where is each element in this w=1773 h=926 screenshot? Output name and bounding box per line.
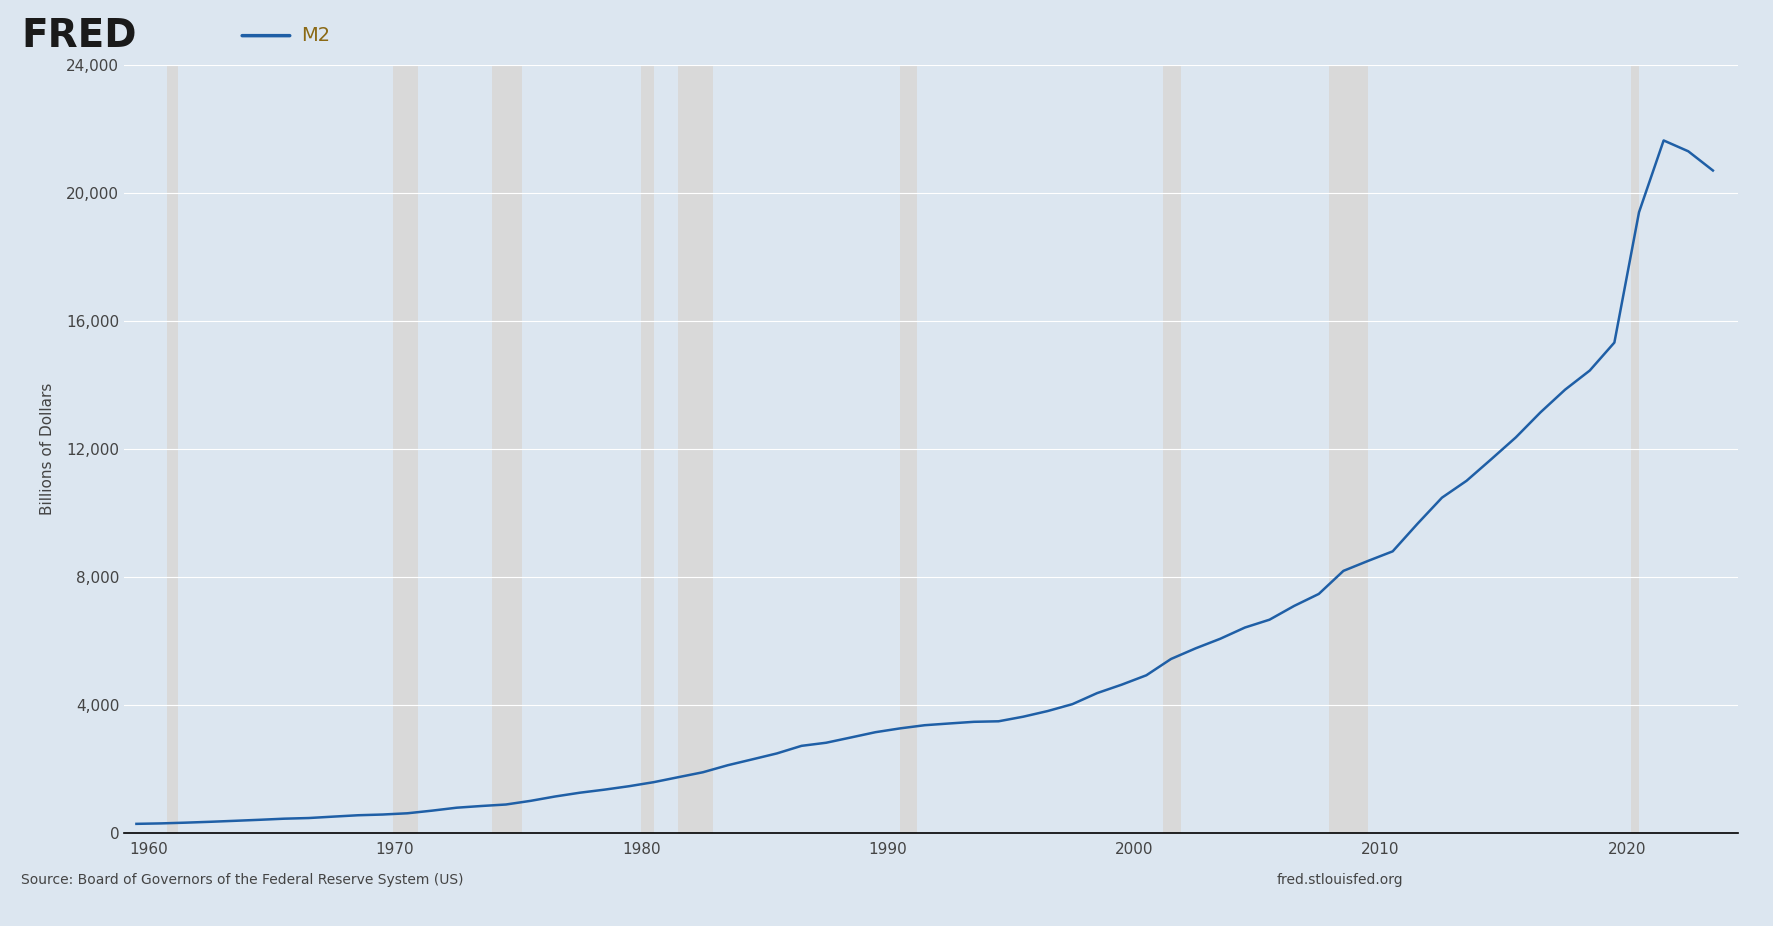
Bar [901, 65, 917, 833]
Text: FRED: FRED [21, 17, 137, 55]
Text: M2: M2 [301, 26, 330, 45]
Bar [679, 65, 713, 833]
Bar [167, 65, 177, 833]
Bar [1330, 65, 1369, 833]
Bar [1163, 65, 1181, 833]
Bar [491, 65, 523, 833]
Bar [1631, 65, 1638, 833]
Bar [394, 65, 418, 833]
Text: Source: Board of Governors of the Federal Reserve System (US): Source: Board of Governors of the Federa… [21, 873, 465, 887]
Text: fred.stlouisfed.org: fred.stlouisfed.org [1277, 873, 1402, 887]
Bar [642, 65, 654, 833]
Y-axis label: Billions of Dollars: Billions of Dollars [41, 383, 55, 515]
